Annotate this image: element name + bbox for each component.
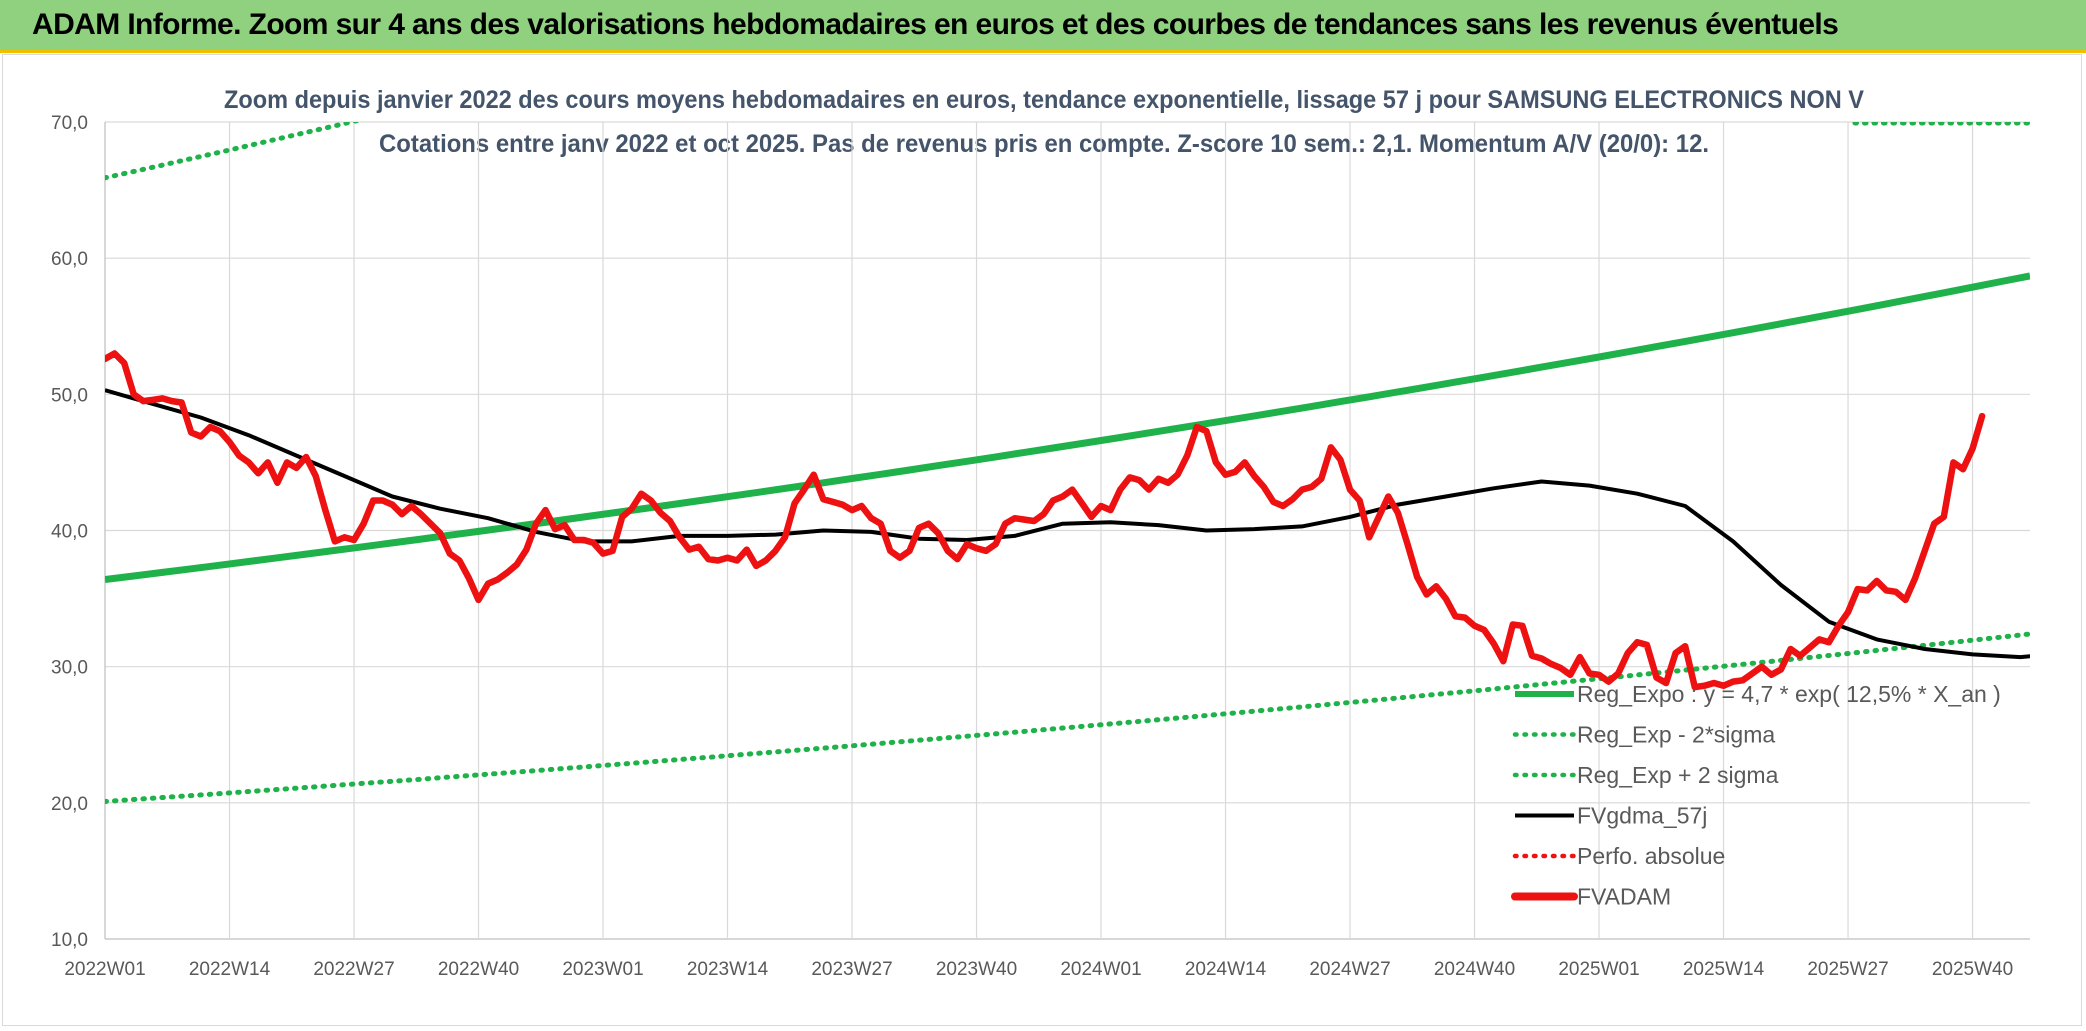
x-tick-label: 2023W40 (936, 959, 1017, 980)
x-tick-label: 2022W01 (64, 959, 145, 980)
x-tick-label: 2024W40 (1434, 959, 1515, 980)
legend-item: FVADAM (1511, 884, 1671, 910)
y-tick-label: 10,0 (51, 930, 88, 951)
y-tick-label: 60,0 (51, 249, 88, 270)
legend-label: FVgdma_57j (1577, 803, 1707, 829)
y-tick-label: 70,0 (51, 113, 88, 134)
legend-label: Reg_Exp + 2 sigma (1577, 762, 1779, 788)
y-tick-label: 40,0 (51, 522, 88, 543)
grid (104, 121, 2030, 940)
x-tick-label: 2025W40 (1932, 959, 2013, 980)
y-axis-ticks: 10,0 20,0 30,0 40,0 50,0 60,0 70,0 (51, 113, 88, 951)
x-tick-label: 2022W40 (438, 959, 519, 980)
x-tick-label: 2023W14 (687, 959, 769, 980)
x-tick-label: 2024W14 (1185, 959, 1267, 980)
legend-item: Perfo. absolue (1512, 843, 1725, 869)
chart-title-line1: Zoom depuis janvier 2022 des cours moyen… (224, 86, 1864, 114)
legend: Reg_Expo : y = 4,7 * exp( 12,5% * X_an )… (1511, 681, 2001, 910)
x-tick-label: 2025W14 (1683, 959, 1765, 980)
series-fvgdma-57j (105, 388, 2030, 660)
y-tick-label: 30,0 (51, 658, 88, 679)
x-tick-label: 2023W27 (811, 959, 892, 980)
legend-label: Perfo. absolue (1577, 843, 1725, 869)
x-tick-label: 2025W01 (1558, 959, 1639, 980)
x-axis-ticks: 2022W01 2022W14 2022W27 2022W40 2023W01 2023W… (64, 959, 2013, 980)
y-tick-label: 20,0 (51, 794, 88, 815)
legend-label: FVADAM (1577, 884, 1671, 910)
series-reg-exp-minus-2sigma (105, 631, 2030, 804)
series-reg-expo (105, 272, 2030, 583)
x-tick-label: 2024W27 (1309, 959, 1390, 980)
chart-title-line2: Cotations entre janv 2022 et oct 2025. P… (379, 130, 1709, 158)
x-tick-label: 2023W01 (562, 959, 643, 980)
x-tick-label: 2024W01 (1060, 959, 1141, 980)
report-banner: ADAM Informe. Zoom sur 4 ans des valoris… (0, 0, 2086, 53)
legend-item: FVgdma_57j (1515, 803, 1707, 829)
chart-frame (2, 54, 2082, 1026)
x-tick-label: 2022W14 (189, 959, 271, 980)
legend-label: Reg_Expo : y = 4,7 * exp( 12,5% * X_an ) (1577, 681, 2001, 707)
x-tick-label: 2025W27 (1807, 959, 1888, 980)
legend-label: Reg_Exp - 2*sigma (1577, 722, 1775, 748)
series-fvadam (105, 350, 1986, 691)
series-group (105, 122, 2030, 804)
banner-title: ADAM Informe. Zoom sur 4 ans des valoris… (32, 8, 1839, 41)
legend-item: Reg_Expo : y = 4,7 * exp( 12,5% * X_an ) (1515, 681, 2001, 707)
legend-item: Reg_Exp + 2 sigma (1512, 762, 1779, 788)
legend-item: Reg_Exp - 2*sigma (1512, 722, 1775, 748)
x-tick-label: 2022W27 (313, 959, 394, 980)
y-tick-label: 50,0 (51, 385, 88, 406)
